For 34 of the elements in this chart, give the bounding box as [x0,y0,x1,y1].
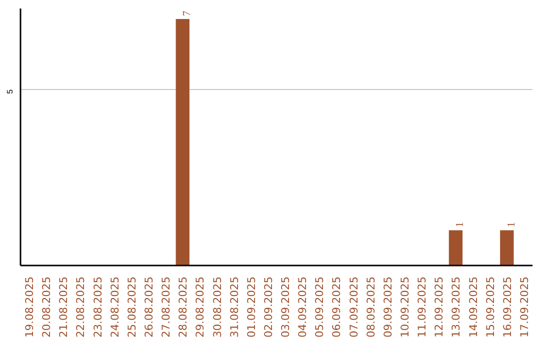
x-tick-label: 10.09.2025 [398,276,412,338]
x-tick-label: 31.08.2025 [228,276,241,338]
x-tick-label: 13.09.2025 [450,276,463,338]
x-tick-label: 01.09.2025 [244,276,258,338]
x-tick-label: 24.08.2025 [108,276,122,338]
data-label: 1 [506,222,518,228]
x-tick-label: 27.08.2025 [160,276,173,338]
x-tick-label: 17.09.2025 [518,276,531,338]
x-tick-label: 22.08.2025 [74,276,88,338]
x-tick-label: 30.08.2025 [210,276,224,338]
x-tick-label: 04.09.2025 [296,276,310,338]
data-label: 7 [182,10,194,16]
data-label: 1 [455,222,466,228]
x-tick-label: 21.08.2025 [57,276,70,338]
x-tick-label: 26.08.2025 [142,276,156,338]
x-tick-label: 07.09.2025 [347,276,360,338]
x-tick-label: 06.09.2025 [330,276,344,338]
x-tick-label: 02.09.2025 [262,276,275,338]
x-tick-label: 20.08.2025 [40,276,54,338]
x-tick-label: 15.09.2025 [484,276,497,338]
x-tick-label: 23.08.2025 [91,276,104,338]
x-tick-label: 25.08.2025 [125,276,138,338]
x-tick-label: 03.09.2025 [279,276,292,338]
x-tick-label: 12.09.2025 [432,276,446,338]
x-tick-label: 09.09.2025 [381,276,394,338]
x-tick-label: 29.08.2025 [194,276,207,338]
x-tick-label: 08.09.2025 [364,276,378,338]
x-tick-label: 11.09.2025 [416,276,429,338]
x-tick-label: 16.09.2025 [500,276,514,338]
y-tick-label: 5 [6,88,14,94]
x-tick-label: 28.08.2025 [176,276,190,338]
x-tick-label: 14.09.2025 [466,276,480,338]
x-tick-label: 05.09.2025 [313,276,326,338]
x-tick-label: 19.08.2025 [23,276,36,338]
